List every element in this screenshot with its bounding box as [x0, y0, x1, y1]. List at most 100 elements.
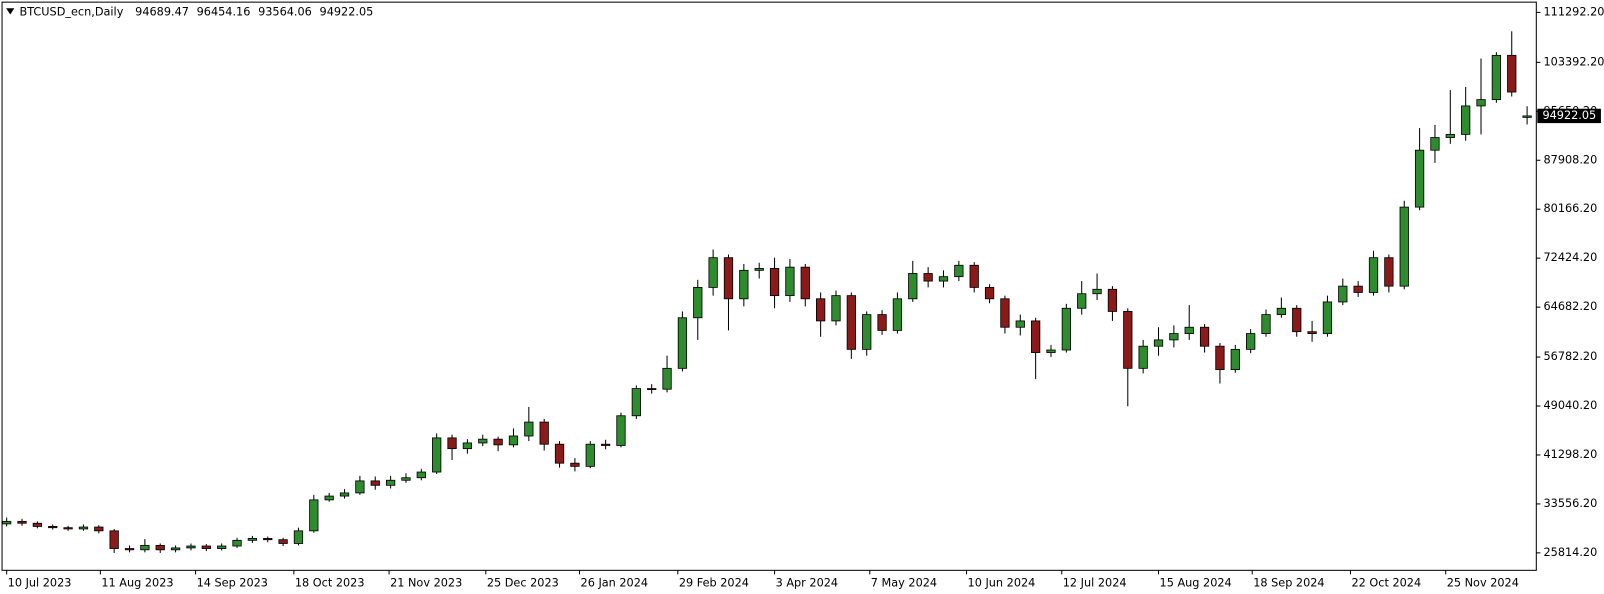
candle-body: [984, 286, 995, 300]
candle-body: [1461, 105, 1471, 135]
candle-body: [1138, 345, 1148, 369]
candle-body: [355, 480, 365, 494]
candle-body: [1476, 99, 1486, 107]
candle-body: [739, 269, 749, 300]
candle-body: [186, 545, 196, 549]
candle-body: [1430, 137, 1440, 151]
candle-body: [1491, 54, 1502, 101]
x-tick-label: 11 Aug 2023: [101, 577, 173, 590]
candle-body: [1399, 206, 1409, 287]
candle-body: [1061, 307, 1071, 351]
candle-body: [1338, 285, 1348, 303]
y-tick-label: 41298.20: [1543, 448, 1597, 461]
x-tick-label: 18 Oct 2023: [295, 577, 365, 590]
candle-body: [1507, 54, 1517, 93]
x-tick-label: 25 Dec 2023: [487, 577, 559, 590]
candle-body: [1307, 331, 1317, 334]
candle-body: [524, 421, 534, 437]
candle-body: [1353, 285, 1363, 293]
y-tick-label: 111292.20: [1543, 5, 1604, 18]
y-tick-label: 72424.20: [1543, 251, 1597, 264]
x-tick-label: 21 Nov 2023: [390, 577, 462, 590]
x-tick-label: 25 Nov 2024: [1447, 577, 1519, 590]
candle-body: [662, 367, 672, 390]
header: BTCUSD_ecn,Daily 94689.47 96454.16 93564…: [19, 5, 373, 18]
candle-body: [232, 539, 242, 547]
candle-body: [1184, 326, 1194, 334]
candle-body: [1077, 293, 1087, 309]
candle-body: [1092, 288, 1102, 295]
candle-body: [908, 273, 918, 300]
y-tick-label: 56782.20: [1543, 350, 1597, 363]
candle-body: [170, 547, 181, 551]
candle-body: [48, 526, 58, 529]
candle-body: [1031, 320, 1041, 353]
candle-body: [631, 388, 641, 417]
x-tick-label: 12 Jul 2024: [1063, 577, 1127, 590]
candle-body: [938, 276, 949, 282]
candle-body: [385, 479, 396, 486]
candle-body: [693, 286, 703, 319]
candle-body: [324, 495, 334, 501]
y-tick-label: 25814.20: [1543, 546, 1597, 559]
candle-body: [309, 499, 319, 532]
candle-body: [370, 480, 380, 486]
candle-body: [1123, 311, 1133, 369]
header-low: 93564.06: [258, 5, 312, 18]
candle-body: [923, 273, 933, 282]
menu-arrow[interactable]: [6, 8, 15, 15]
candle-body: [247, 538, 258, 541]
candle-body: [263, 538, 273, 541]
candle-body: [1153, 339, 1164, 347]
candle-body: [862, 314, 872, 350]
y-tick-label: 64682.20: [1543, 300, 1597, 313]
candle-body: [1230, 348, 1240, 371]
candle-body: [1445, 133, 1455, 138]
candle-body: [677, 317, 688, 369]
candle-body: [892, 298, 903, 331]
candle-body: [2, 520, 12, 525]
candle-body: [1276, 307, 1287, 316]
candle-body: [1368, 257, 1379, 293]
x-tick-label: 29 Feb 2024: [679, 577, 749, 590]
plot-frame: [1, 1, 1537, 571]
x-tick-label: 26 Jan 2024: [581, 577, 649, 590]
candle-body: [339, 492, 350, 497]
candle-body: [124, 548, 135, 551]
candle-body: [1261, 314, 1271, 334]
candle-body: [800, 266, 810, 300]
y-tick-label: 49040.20: [1543, 399, 1597, 412]
candle-body: [815, 298, 826, 322]
candle-body: [754, 268, 764, 271]
candle-body: [94, 526, 104, 532]
candle-body: [478, 438, 488, 444]
candle-body: [109, 530, 119, 549]
header-high: 96454.16: [197, 5, 251, 18]
candle-body: [846, 295, 856, 350]
x-tick-label: 15 Aug 2024: [1160, 577, 1232, 590]
candle-body: [1384, 257, 1394, 287]
candle-body: [585, 443, 595, 467]
candle-body: [1046, 349, 1056, 353]
candle-body: [508, 435, 519, 446]
header-close: 94922.05: [320, 5, 374, 18]
x-tick-label: 22 Oct 2024: [1352, 577, 1422, 590]
y-tick-label: 33556.20: [1543, 497, 1597, 510]
candle-body: [1000, 298, 1010, 328]
candle-body: [416, 471, 426, 479]
candle-body: [1414, 149, 1425, 208]
candle-body: [462, 442, 473, 450]
candle-body: [877, 314, 887, 331]
candle-body: [201, 545, 211, 549]
candle-body: [954, 264, 964, 278]
candle-body: [1015, 320, 1025, 328]
candle-body: [616, 415, 626, 446]
candle-body: [600, 443, 611, 446]
candle-body: [570, 462, 580, 467]
candle-body: [1199, 326, 1210, 347]
candle-body: [78, 526, 89, 530]
candle-body: [769, 268, 780, 297]
candle-body: [447, 437, 457, 450]
